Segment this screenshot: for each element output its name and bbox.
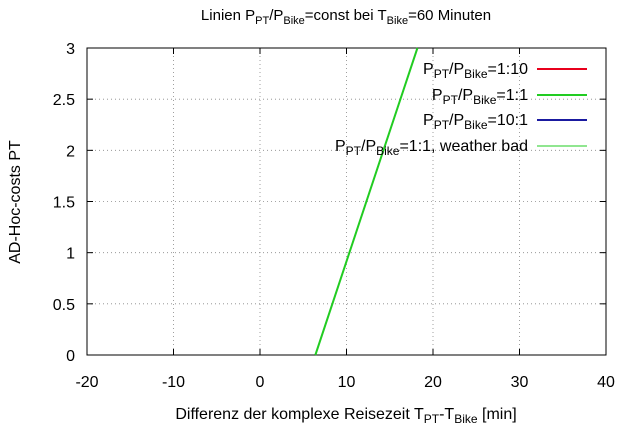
legend-label-part: P — [454, 112, 465, 129]
legend-label-part: Bike — [464, 118, 488, 132]
legend-label-part: PT — [434, 67, 450, 81]
legend-label-1: PPT/PBike=1:10 — [423, 61, 528, 81]
y-tick-label: 1 — [66, 246, 75, 263]
axis-ticks — [86, 47, 607, 356]
xlabel-prefix: Differenz der komplexe Reisezeit — [175, 406, 414, 423]
x-tick-labels: -20 -10 0 10 20 30 40 — [75, 374, 615, 391]
series-line-4 — [314, 47, 418, 356]
chart-title: Linien PPT/PBike=const bei TBike=60 Minu… — [201, 7, 491, 27]
legend-label-part: / — [361, 138, 366, 155]
legend-label-3: PPT/PBike=10:1 — [423, 112, 528, 132]
legend-label-4: PPT/PBike=1:1, weather bad — [335, 138, 528, 158]
y-tick-label: 1.5 — [53, 195, 75, 212]
xlabel-suffix: [min] — [478, 406, 517, 423]
title-suffix: =60 Minuten — [408, 7, 491, 24]
xlabel-t1-sub: PT — [424, 412, 440, 426]
xlabel-t2-sub: Bike — [454, 412, 478, 426]
legend-label-part: P — [462, 87, 473, 104]
legend-label-part: / — [449, 61, 454, 78]
xlabel-t2: T — [444, 406, 454, 423]
xlabel-dash: - — [439, 406, 444, 423]
title-slash: / — [269, 7, 274, 24]
title-t-sub: Bike — [387, 15, 408, 27]
legend-label-part: PT — [443, 93, 459, 107]
legend-label-part: / — [458, 87, 463, 104]
x-tick-label: 0 — [256, 374, 265, 391]
series-lines — [314, 47, 419, 356]
legend-label-part: P — [423, 112, 434, 129]
y-tick-label: 0 — [66, 348, 75, 365]
legend-label-part: =1:1 — [496, 87, 528, 104]
legend-label-part: Bike — [473, 93, 497, 107]
legend: PPT/PBike=1:10PPT/PBike=1:1PPT/PBike=10:… — [335, 61, 587, 158]
x-tick-label: -10 — [162, 374, 185, 391]
grid — [87, 48, 606, 355]
legend-label-2: PPT/PBike=1:1 — [432, 87, 528, 107]
title-p1-sub: PT — [255, 15, 269, 27]
legend-label-part: PT — [346, 144, 362, 158]
x-tick-label: 20 — [424, 374, 442, 391]
y-tick-label: 3 — [66, 41, 75, 58]
legend-label-part: =1:1, weather bad — [399, 138, 528, 155]
legend-label-part: =1:10 — [488, 61, 529, 78]
title-mid: =const bei — [305, 7, 378, 24]
legend-label-part: / — [449, 112, 454, 129]
legend-label-part: P — [365, 138, 376, 155]
y-tick-label: 2 — [66, 143, 75, 160]
legend-label-part: =10:1 — [488, 112, 529, 129]
y-tick-labels: 0 0.5 1 1.5 2 2.5 3 — [53, 41, 75, 365]
y-tick-label: 2.5 — [53, 92, 75, 109]
title-t: T — [378, 7, 387, 24]
title-prefix: Linien — [201, 7, 245, 24]
title-p2: P — [273, 7, 283, 24]
title-p2-sub: Bike — [283, 15, 304, 27]
legend-label-part: P — [423, 61, 434, 78]
x-tick-label: 30 — [511, 374, 529, 391]
xlabel-t1: T — [414, 406, 424, 423]
x-tick-label: 10 — [338, 374, 356, 391]
legend-label-part: Bike — [376, 144, 400, 158]
legend-label-part: P — [454, 61, 465, 78]
x-tick-label: 40 — [597, 374, 615, 391]
x-axis-label: Differenz der komplexe Reisezeit TPT-TBi… — [175, 406, 516, 426]
y-tick-label: 0.5 — [53, 297, 75, 314]
y-axis-label: AD-Hoc-costs PT — [7, 140, 24, 264]
legend-label-part: P — [335, 138, 346, 155]
title-p1: P — [245, 7, 255, 24]
legend-label-part: P — [432, 87, 443, 104]
legend-label-part: Bike — [464, 67, 488, 81]
x-tick-label: -20 — [75, 374, 98, 391]
legend-label-part: PT — [434, 118, 450, 132]
